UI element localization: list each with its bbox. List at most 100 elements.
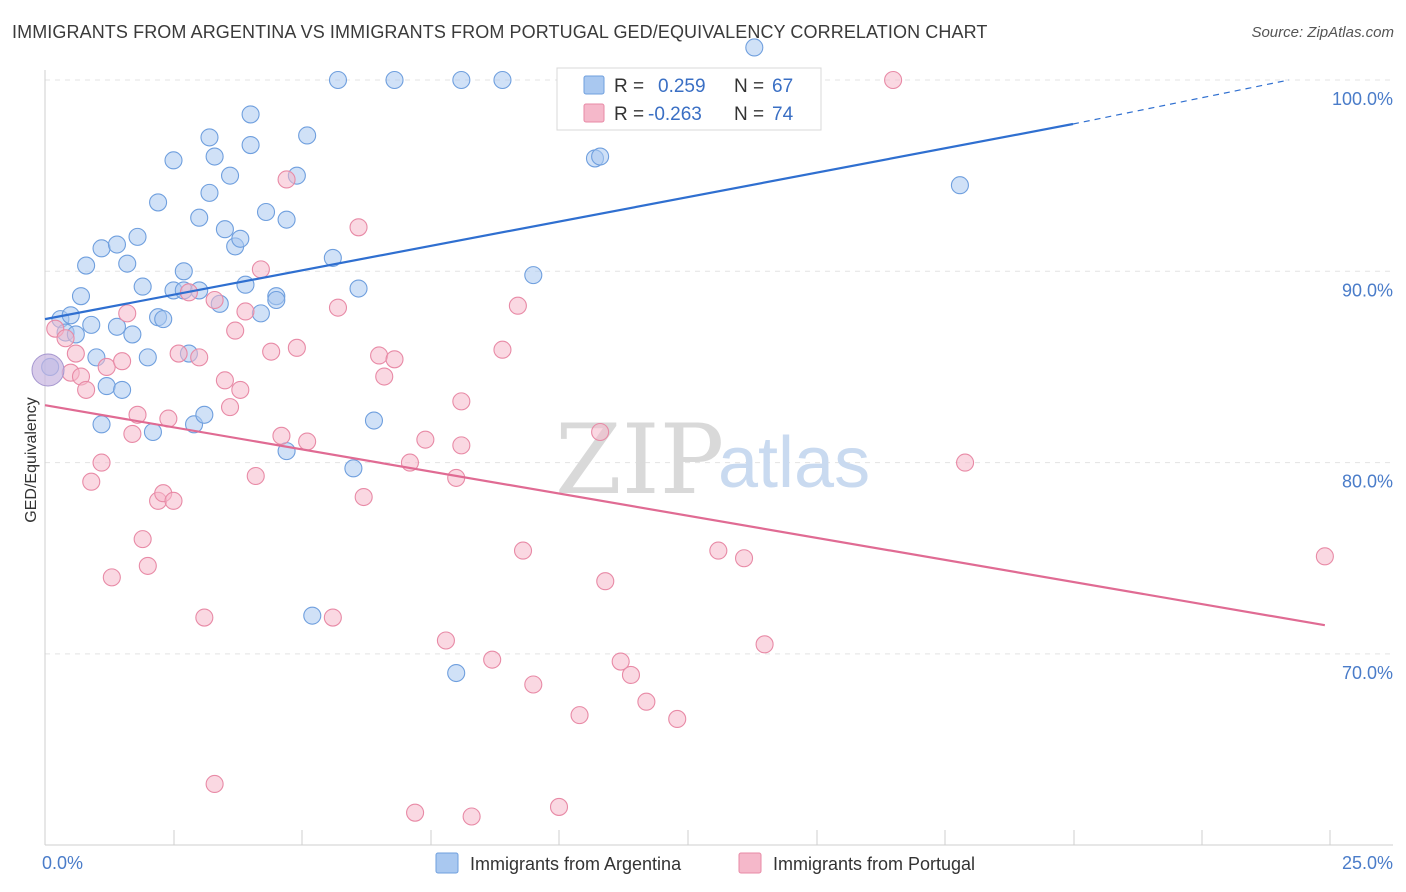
point-argentina-65 [950, 176, 969, 195]
point-argentina-16 [123, 325, 142, 344]
point-argentina-40 [231, 229, 250, 248]
point-portugal-70 [956, 453, 975, 472]
point-argentina-59 [452, 70, 471, 90]
point-portugal-64 [637, 692, 656, 711]
point-portugal-29 [231, 380, 250, 399]
point-overlap-cluster [31, 353, 65, 387]
point-portugal-6 [82, 472, 101, 491]
point-argentina-33 [200, 128, 219, 147]
legend-swatch-argentina [583, 75, 605, 95]
point-portugal-5 [77, 380, 96, 399]
point-argentina-11 [97, 377, 116, 396]
point-argentina-9 [92, 239, 111, 258]
bottom-legend-swatch-portugal [738, 852, 762, 874]
point-argentina-22 [149, 193, 168, 212]
point-portugal-11 [118, 304, 137, 323]
point-portugal-14 [133, 530, 152, 549]
point-portugal-27 [220, 398, 240, 417]
svg-text:atlas: atlas [718, 423, 870, 503]
point-argentina-56 [349, 279, 368, 298]
point-argentina-66 [745, 38, 764, 57]
watermark: ZIP atlas [555, 404, 870, 516]
point-argentina-43 [241, 135, 260, 155]
legend: R = 0.259 N = 67 R = -0.263 N = 74 [556, 67, 822, 131]
point-argentina-52 [303, 606, 322, 625]
point-portugal-30 [236, 302, 255, 321]
svg-text:ZIP: ZIP [555, 404, 724, 516]
point-portugal-48 [436, 631, 455, 650]
point-argentina-6 [77, 256, 96, 275]
point-argentina-15 [118, 254, 137, 273]
x-tick-label-0: 0.0% [42, 853, 83, 873]
point-portugal-47 [416, 430, 435, 449]
point-portugal-34 [272, 426, 291, 445]
point-argentina-41 [236, 275, 255, 294]
bottom-legend-swatch-argentina [435, 852, 459, 874]
point-portugal-26 [215, 371, 234, 390]
point-portugal-68 [755, 635, 774, 654]
trend-layer [44, 79, 1326, 627]
axes [44, 70, 1393, 846]
point-portugal-8 [97, 357, 116, 377]
point-argentina-35 [205, 147, 224, 166]
y-axis-label: GED/Equivalency [23, 397, 40, 522]
point-portugal-24 [205, 774, 224, 794]
point-portugal-63 [621, 665, 641, 684]
point-portugal-32 [251, 260, 270, 279]
points-layer [31, 38, 1334, 826]
point-portugal-61 [596, 572, 615, 591]
point-portugal-23 [195, 608, 214, 627]
point-argentina-19 [138, 348, 157, 367]
point-portugal-43 [375, 367, 394, 386]
point-argentina-45 [256, 202, 276, 222]
point-portugal-35 [277, 170, 296, 189]
point-argentina-23 [154, 310, 173, 329]
point-portugal-46 [406, 803, 425, 822]
point-argentina-51 [298, 126, 317, 145]
point-argentina-61 [493, 70, 512, 90]
point-portugal-52 [462, 807, 481, 826]
point-argentina-37 [215, 220, 234, 239]
point-argentina-57 [364, 411, 384, 430]
point-portugal-1 [56, 329, 75, 348]
y-tick-label-0: 100.0% [1332, 89, 1393, 109]
point-portugal-67 [734, 549, 754, 568]
point-argentina-49 [277, 210, 296, 229]
point-portugal-44 [385, 350, 404, 369]
point-argentina-27 [174, 262, 193, 281]
point-argentina-17 [128, 227, 147, 246]
point-portugal-10 [113, 352, 132, 371]
point-portugal-20 [169, 344, 188, 363]
bottom-legend-label-portugal: Immigrants from Portugal [773, 854, 975, 874]
chart-title: IMMIGRANTS FROM ARGENTINA VS IMMIGRANTS … [12, 22, 988, 42]
point-portugal-22 [190, 348, 209, 367]
bottom-legend: Immigrants from Argentina Immigrants fro… [435, 852, 975, 874]
point-portugal-15 [138, 556, 157, 575]
legend-n-label-1: N = [734, 76, 764, 97]
point-argentina-54 [328, 70, 348, 90]
point-argentina-55 [344, 459, 363, 478]
point-argentina-13 [107, 317, 127, 336]
point-portugal-58 [549, 797, 569, 816]
point-portugal-54 [493, 340, 512, 359]
point-argentina-34 [200, 183, 219, 202]
point-argentina-47 [267, 290, 286, 310]
gridlines [45, 79, 1393, 655]
point-portugal-19 [164, 491, 183, 510]
point-portugal-31 [246, 466, 265, 486]
y-tick-label-2: 80.0% [1342, 472, 1393, 492]
x-tick-label-1: 25.0% [1342, 853, 1393, 873]
y-tick-label-1: 90.0% [1342, 280, 1393, 300]
point-portugal-60 [591, 422, 610, 442]
x-tick-labels: 0.0% 25.0% [42, 853, 1393, 873]
point-portugal-41 [354, 487, 373, 507]
point-portugal-53 [483, 650, 502, 669]
point-portugal-55 [508, 296, 527, 315]
point-portugal-33 [262, 342, 281, 361]
point-portugal-51 [452, 392, 471, 411]
legend-n-value-1: 67 [772, 76, 793, 97]
point-argentina-44 [251, 304, 270, 323]
point-portugal-37 [298, 432, 317, 451]
trend-line-portugal [44, 404, 1326, 627]
legend-r-label-2: R = [614, 104, 644, 125]
